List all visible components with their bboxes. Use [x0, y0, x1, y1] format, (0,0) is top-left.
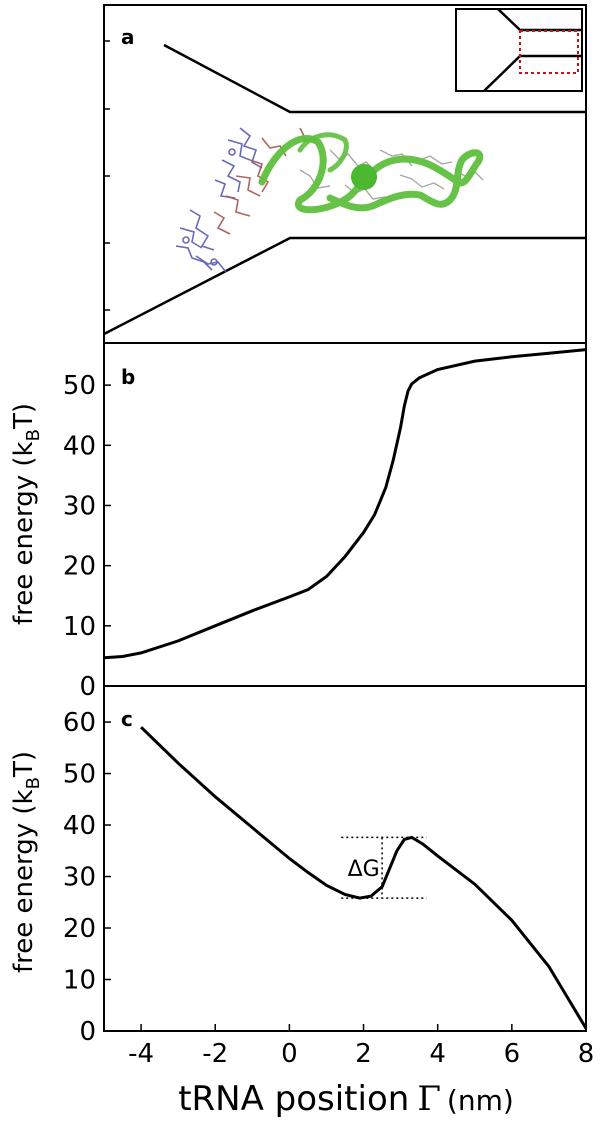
y-tick-label: 30	[63, 491, 96, 521]
y-tick-label: 20	[63, 552, 96, 582]
panel-c-series-line	[140, 726, 588, 1030]
panel-c-y-axis-title: free energy (kBT)	[9, 751, 44, 973]
panel-c-y-ticks: 0 10 20 30 40 50 60	[63, 708, 111, 1047]
panel-b-y-axis-title: free energy (kBT)	[9, 403, 44, 625]
y-tick-label: 40	[63, 431, 96, 461]
y-tick-label: 0	[79, 1017, 96, 1047]
channel-lower-wall	[103, 236, 586, 336]
inset-schematic	[455, 8, 583, 92]
inset-dotted-region	[519, 30, 579, 74]
panel-letter-a: a	[121, 25, 135, 49]
trna-center-bead	[351, 164, 377, 190]
y-tick-label: 10	[63, 966, 96, 996]
trna-backbone-ribbon	[258, 135, 484, 214]
y-tick-label: 50	[63, 760, 96, 790]
panel-a: a	[103, 4, 587, 344]
panel-b-series-line	[103, 348, 587, 660]
trna-backbone-loop	[297, 132, 349, 173]
trna-blue-strands	[175, 127, 263, 273]
y-tick-label: 10	[63, 612, 96, 642]
panel-b: 0 10 20 30 40 50 b free energy (kBT)	[9, 342, 587, 702]
y-tick-label: 60	[63, 708, 96, 738]
x-tick-label: -4	[128, 1039, 154, 1069]
panel-b-frame	[103, 342, 587, 687]
y-tick-label: 30	[63, 863, 96, 893]
x-tick-label: 8	[578, 1039, 595, 1069]
x-tick-label: 4	[429, 1039, 446, 1069]
panel-c-x-ticks: -4 -2 0 2 4 6 8	[128, 1024, 594, 1069]
panel-c: 0 10 20 30 40 50 60 -4 -2 0 2 4 6 8 ΔG c free energy…	[9, 685, 594, 1119]
delta-g-annotation: ΔG	[341, 836, 427, 899]
x-tick-label: -2	[202, 1039, 228, 1069]
y-tick-label: 50	[63, 371, 96, 401]
y-tick-label: 40	[63, 811, 96, 841]
panel-c-frame	[103, 685, 587, 1032]
x-tick-label: 2	[355, 1039, 372, 1069]
y-tick-label: 20	[63, 914, 96, 944]
channel-upper-wall	[163, 43, 586, 114]
panel-b-y-ticks: 0 10 20 30 40 50	[63, 371, 111, 702]
x-axis-title: tRNA position Γ (nm)	[178, 1079, 514, 1119]
x-tick-label: 0	[281, 1039, 298, 1069]
panel-letter-c: c	[121, 707, 133, 731]
delta-g-label: ΔG	[348, 857, 380, 882]
panel-a-ticks	[104, 40, 110, 311]
y-tick-label: 0	[79, 672, 96, 702]
trna-molecule	[175, 127, 484, 273]
panel-letter-b: b	[121, 365, 135, 389]
x-tick-label: 6	[504, 1039, 521, 1069]
